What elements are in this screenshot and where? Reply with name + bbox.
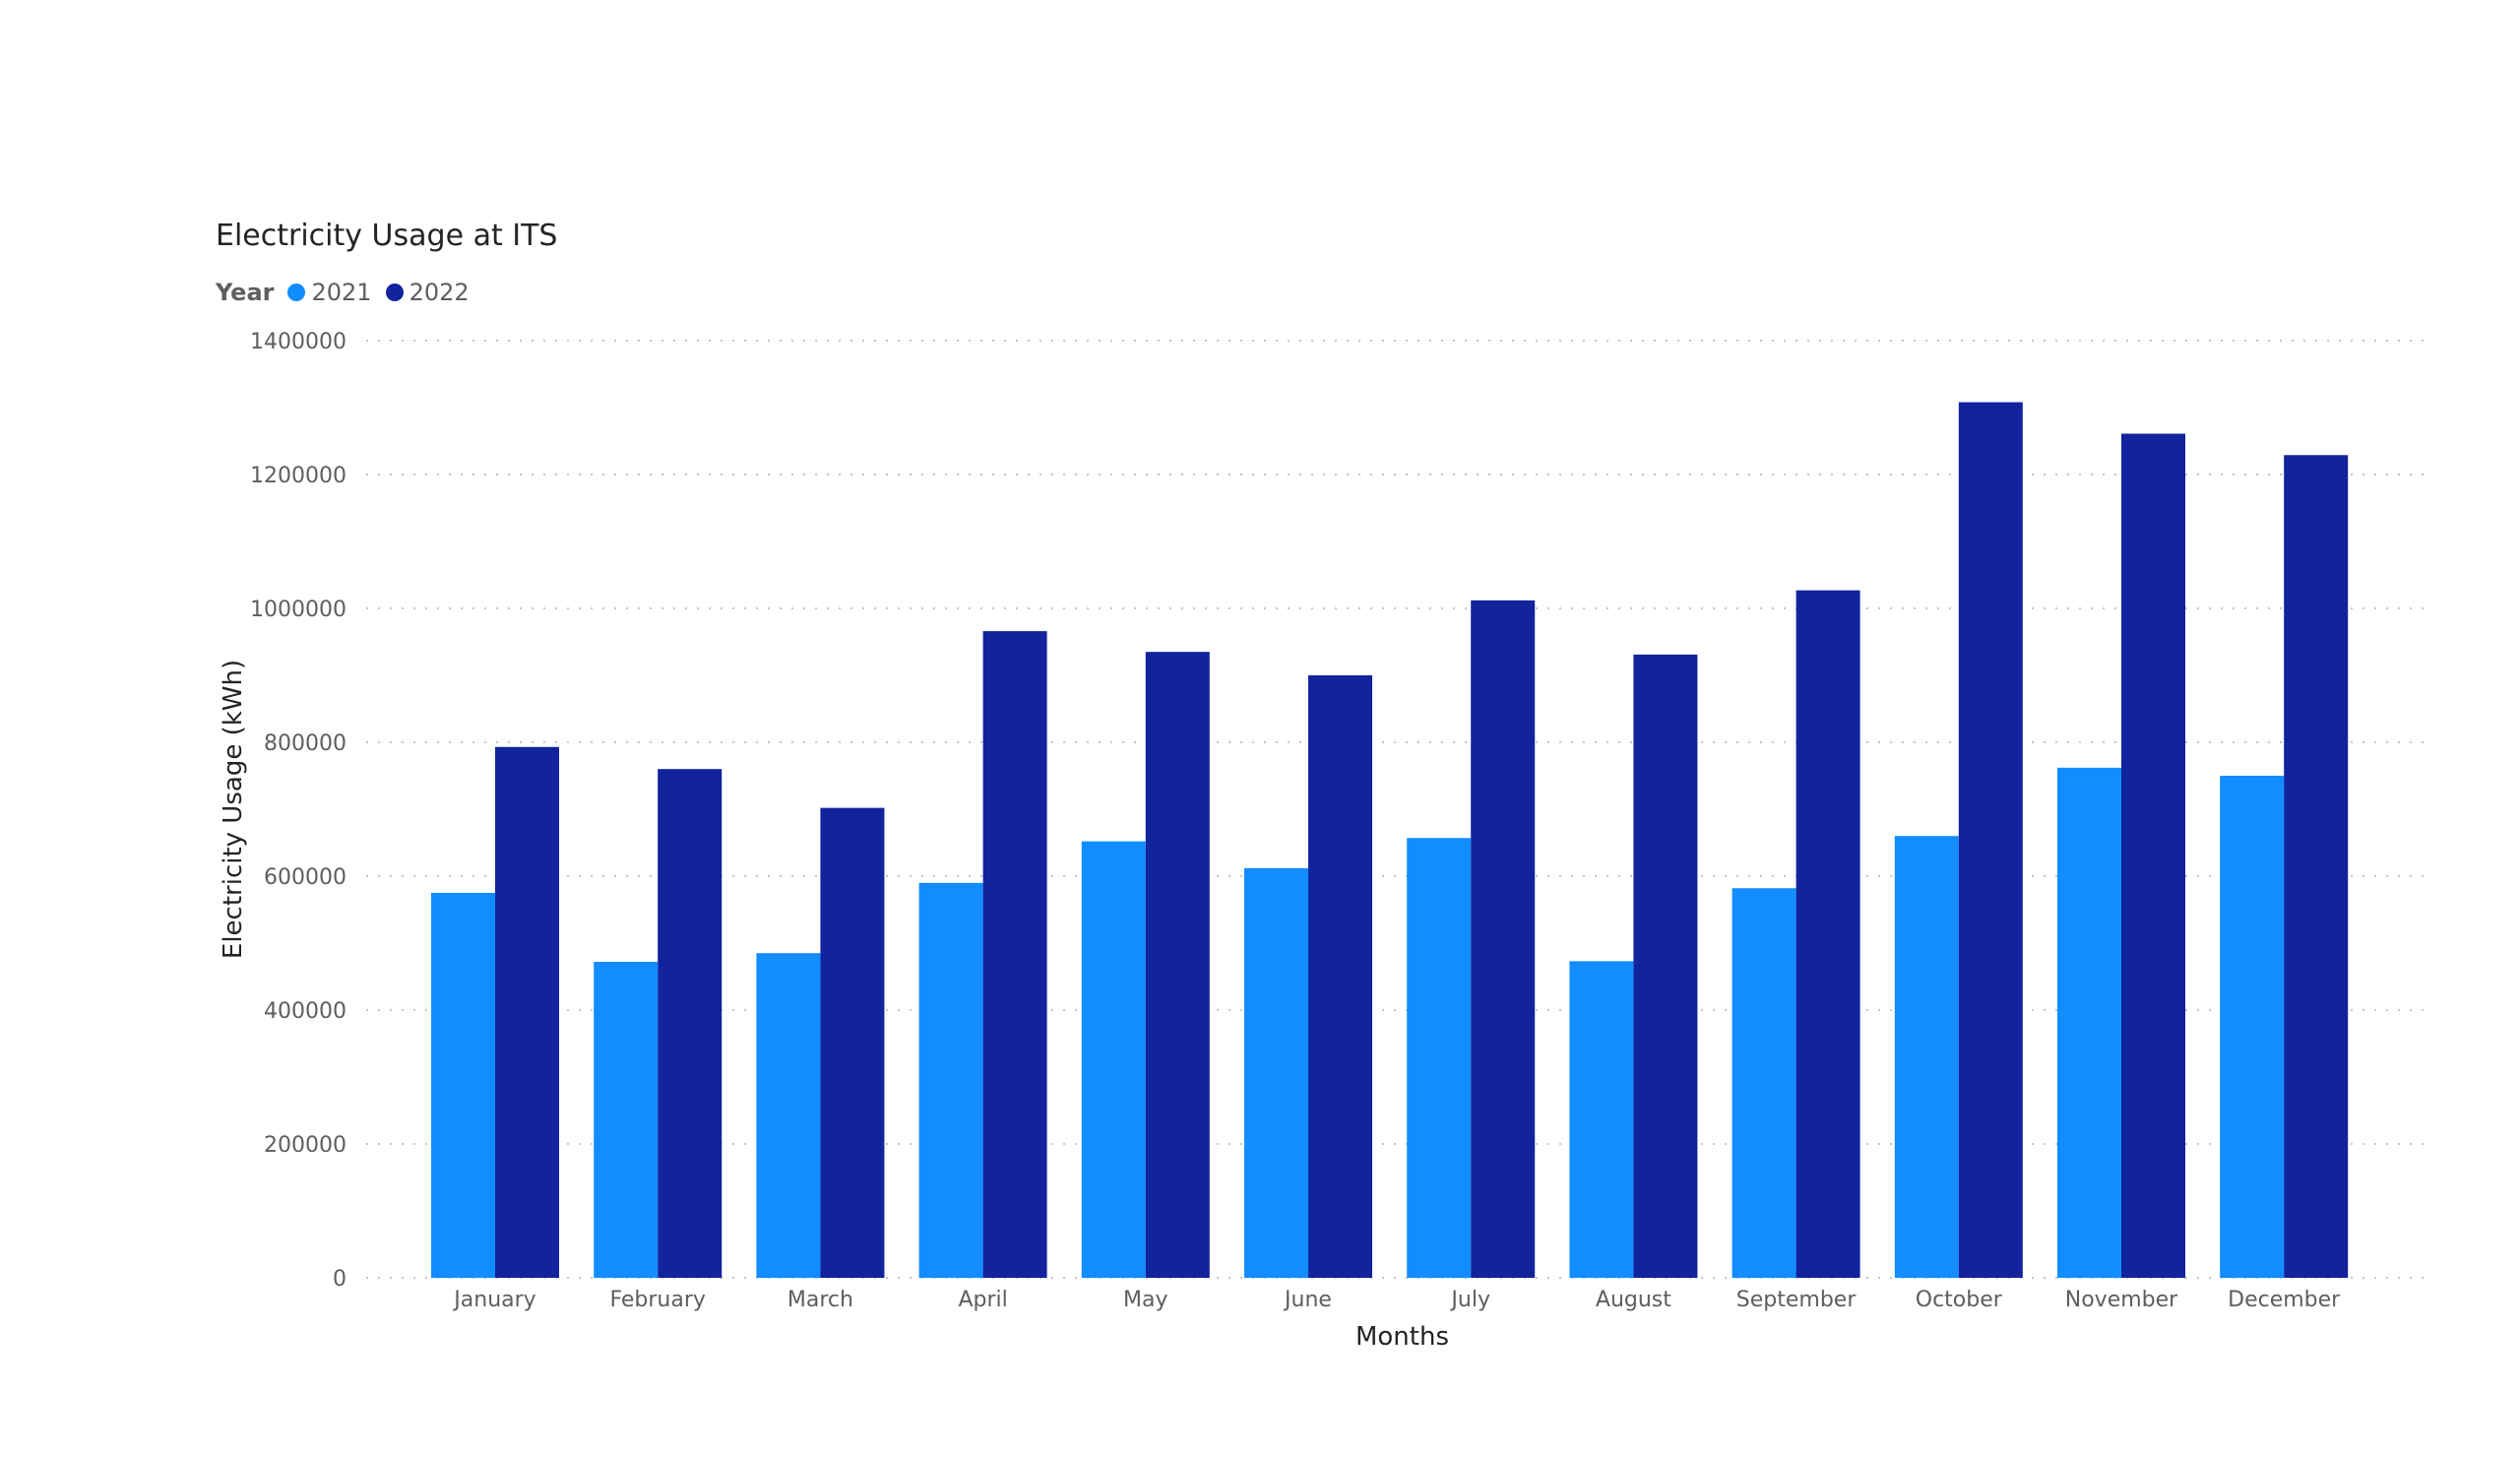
x-tick-label: May	[1123, 1288, 1167, 1312]
x-tick-label: December	[2228, 1288, 2341, 1312]
y-tick-label: 800000	[264, 731, 346, 756]
bar-2022-october[interactable]	[1958, 402, 2023, 1278]
bar-2021-december[interactable]	[2220, 776, 2285, 1278]
y-tick-label: 600000	[264, 865, 346, 890]
bar-2022-june[interactable]	[1308, 675, 1372, 1278]
chart-title: Electricity Usage at ITS	[216, 219, 558, 253]
x-tick-label: October	[1916, 1288, 2003, 1312]
x-axis-ticks: January February March April May June July Augu…	[452, 1288, 2341, 1312]
legend-item-series-2[interactable]: 2022	[385, 279, 470, 306]
legend-swatch-series-1	[287, 284, 306, 301]
x-tick-label: February	[609, 1288, 706, 1312]
bar-2021-october[interactable]	[1894, 836, 1959, 1278]
y-tick-label: 400000	[264, 999, 346, 1024]
x-tick-label: March	[788, 1288, 853, 1312]
x-tick-label: January	[452, 1288, 536, 1312]
legend-item-series-1[interactable]: 2021	[287, 279, 372, 306]
legend-title: Year	[216, 279, 275, 306]
bar-2021-january[interactable]	[431, 893, 495, 1278]
y-axis-title: Electricity Usage (kWh)	[219, 660, 248, 959]
chart-legend: Year 2021 2022	[216, 278, 483, 307]
bar-2021-july[interactable]	[1407, 838, 1472, 1278]
y-tick-label: 1000000	[250, 598, 346, 622]
x-tick-label: September	[1736, 1288, 1858, 1312]
bar-2021-august[interactable]	[1569, 961, 1634, 1278]
x-tick-label: August	[1596, 1288, 1671, 1312]
legend-label-series-2: 2022	[409, 279, 470, 306]
bar-2021-february[interactable]	[594, 962, 659, 1278]
bar-2022-july[interactable]	[1471, 600, 1536, 1278]
bar-2021-march[interactable]	[756, 953, 821, 1278]
x-tick-label: April	[958, 1288, 1007, 1312]
bar-2021-june[interactable]	[1244, 867, 1308, 1278]
bar-2022-may[interactable]	[1145, 652, 1210, 1278]
bar-2022-march[interactable]	[820, 807, 885, 1278]
x-tick-label: November	[2065, 1288, 2178, 1312]
y-tick-label: 1400000	[250, 330, 346, 354]
bars	[431, 402, 2349, 1278]
bar-2022-december[interactable]	[2284, 455, 2349, 1278]
bar-2021-may[interactable]	[1081, 841, 1146, 1278]
y-tick-label: 200000	[264, 1133, 346, 1158]
bar-2021-september[interactable]	[1732, 888, 1796, 1278]
bar-2021-april[interactable]	[918, 882, 983, 1278]
bar-2022-january[interactable]	[495, 746, 559, 1278]
y-tick-label: 1200000	[250, 464, 346, 488]
bar-2022-april[interactable]	[982, 631, 1047, 1278]
x-tick-label: June	[1283, 1288, 1332, 1312]
y-axis-ticks: 0 200000 400000 600000 800000 1000000 1200000 1…	[250, 330, 346, 1292]
bar-2022-august[interactable]	[1633, 654, 1698, 1278]
x-axis-title: Months	[1355, 1322, 1449, 1352]
legend-swatch-series-2	[385, 284, 404, 301]
x-tick-label: July	[1449, 1288, 1490, 1312]
legend-label-series-1: 2021	[311, 279, 372, 306]
bar-2022-february[interactable]	[658, 769, 723, 1278]
y-tick-label: 0	[333, 1267, 346, 1292]
bar-2022-september[interactable]	[1796, 590, 1860, 1278]
bar-2022-november[interactable]	[2121, 433, 2185, 1278]
bar-2021-november[interactable]	[2057, 767, 2121, 1278]
